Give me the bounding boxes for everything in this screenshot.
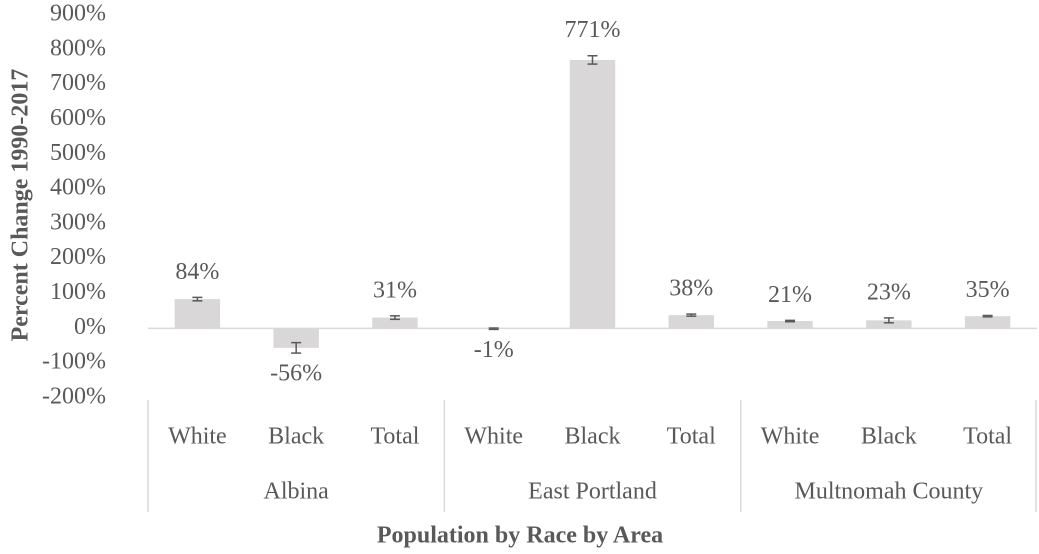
group-label: Multnomah County [794, 479, 983, 505]
y-tick-label: 600% [50, 105, 106, 131]
data-label: 23% [867, 279, 911, 305]
bar [273, 328, 319, 348]
bar [174, 299, 221, 329]
y-tick-label: 700% [50, 70, 106, 96]
bar [668, 315, 714, 329]
y-tick-label: 400% [50, 175, 106, 201]
y-tick-label: -100% [42, 349, 106, 375]
y-tick-label: -200% [42, 384, 106, 410]
x-axis-title: Population by Race by Area [377, 523, 663, 549]
x-tick-label: Black [861, 424, 917, 450]
data-label: -1% [474, 337, 514, 363]
y-tick-label: 500% [50, 140, 106, 166]
error-bar [785, 319, 796, 323]
data-label: 35% [966, 277, 1010, 303]
group-label: Albina [264, 479, 330, 505]
error-bar [883, 317, 894, 324]
y-tick-label: 800% [50, 35, 106, 61]
error-bar [587, 54, 598, 65]
data-label: 771% [565, 17, 621, 43]
bar [372, 317, 418, 329]
y-tick-label: 0% [74, 314, 106, 340]
group-label: East Portland [528, 479, 657, 505]
x-tick-label: Total [963, 424, 1012, 450]
bar [866, 320, 912, 329]
y-tick-label: 900% [50, 1, 106, 27]
y-tick-label: 300% [50, 209, 106, 235]
data-label: 21% [768, 282, 812, 308]
data-label: 38% [669, 276, 713, 302]
error-bar [389, 315, 400, 321]
x-tick-label: White [168, 424, 227, 450]
data-label: -56% [270, 361, 322, 387]
bar [964, 316, 1011, 329]
data-label: 31% [373, 277, 417, 303]
y-axis-title: Percent Change 1990-2017 [8, 69, 34, 342]
x-tick-label: White [464, 424, 523, 450]
x-tick-label: Total [667, 424, 716, 450]
error-bar [686, 313, 697, 317]
error-bar [291, 341, 302, 354]
error-bar [982, 314, 993, 318]
x-tick-label: Black [268, 424, 324, 450]
error-bar [192, 296, 203, 302]
x-tick-label: White [761, 424, 820, 450]
bar [569, 59, 616, 329]
data-label: 84% [175, 259, 219, 285]
bar [767, 321, 813, 329]
y-tick-label: 100% [50, 279, 106, 305]
x-tick-label: Black [565, 424, 621, 450]
y-tick-label: 200% [50, 244, 106, 270]
x-tick-label: Total [370, 424, 419, 450]
error-bar [488, 327, 499, 331]
